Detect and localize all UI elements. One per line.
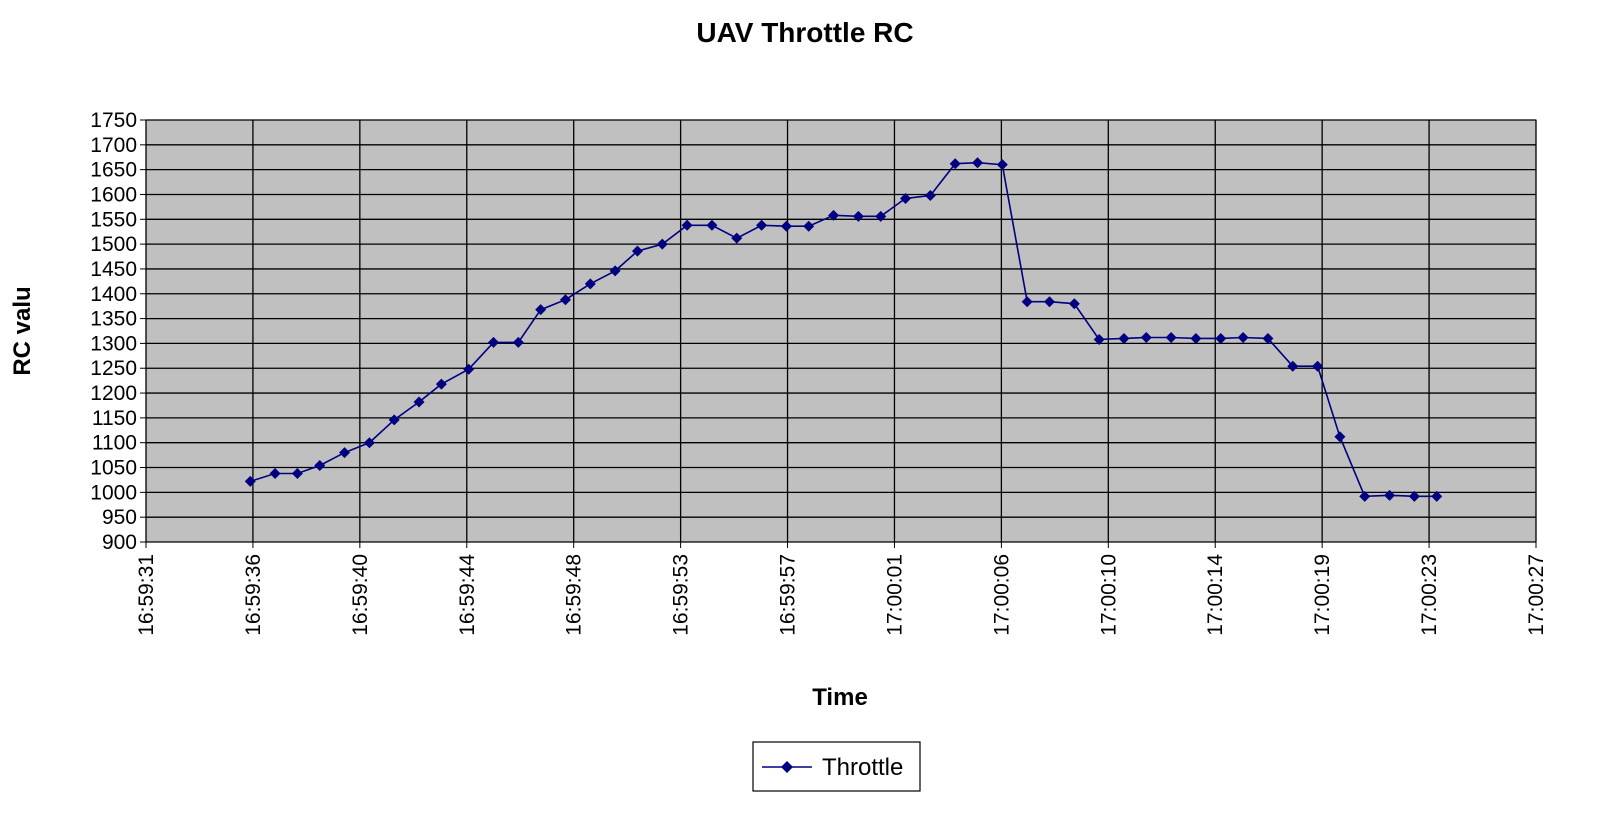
y-tick-label: 1250 xyxy=(90,357,137,380)
y-tick-label: 1700 xyxy=(90,134,137,157)
data-point-marker xyxy=(780,220,792,232)
data-point-marker xyxy=(1165,331,1177,343)
data-point-marker xyxy=(996,159,1008,171)
data-point-marker xyxy=(706,219,718,231)
data-point-marker xyxy=(949,158,961,170)
data-point-marker xyxy=(731,232,743,244)
x-tick-label: 17:00:06 xyxy=(990,554,1013,636)
data-point-marker xyxy=(1384,489,1396,501)
data-point-marker xyxy=(1021,296,1033,308)
data-point-marker xyxy=(559,294,571,306)
data-point-marker xyxy=(584,278,596,290)
y-tick-label: 950 xyxy=(102,506,137,529)
data-point-marker xyxy=(681,219,693,231)
y-tick-label: 1050 xyxy=(90,457,137,480)
data-point-marker xyxy=(656,238,668,250)
x-tick-label: 16:59:57 xyxy=(777,554,800,636)
y-tick-label: 1550 xyxy=(90,208,137,231)
x-tick-label: 17:00:19 xyxy=(1311,554,1334,636)
data-point-marker xyxy=(803,220,815,232)
data-point-marker xyxy=(1334,431,1346,443)
data-point-marker xyxy=(413,396,425,408)
legend-diamond-marker xyxy=(781,761,793,773)
data-point-marker xyxy=(1068,298,1080,310)
plot-area xyxy=(145,119,1537,543)
data-point-marker xyxy=(875,210,887,222)
y-axis-ticks: 9009501000105011001150120012501300135014… xyxy=(90,109,146,554)
legend-label: Throttle xyxy=(822,754,903,781)
y-tick-label: 1000 xyxy=(90,481,137,504)
y-tick-label: 1100 xyxy=(92,432,137,455)
x-tick-label: 17:00:27 xyxy=(1525,554,1548,636)
data-point-marker xyxy=(631,245,643,257)
y-tick-label: 1400 xyxy=(90,283,137,306)
data-point-marker xyxy=(828,209,840,221)
y-tick-label: 1750 xyxy=(90,109,137,132)
data-point-marker xyxy=(1408,490,1420,502)
data-point-marker xyxy=(1237,331,1249,343)
y-axis-title: RC valu xyxy=(9,286,36,375)
x-tick-label: 16:59:44 xyxy=(456,554,479,636)
data-point-marker xyxy=(1093,333,1105,345)
x-tick-label: 17:00:01 xyxy=(883,554,906,636)
y-tick-label: 1500 xyxy=(90,233,137,256)
data-point-marker xyxy=(339,447,351,459)
y-tick-label: 1600 xyxy=(90,183,137,206)
y-tick-label: 1200 xyxy=(90,382,137,405)
data-point-marker xyxy=(1140,331,1152,343)
data-point-marker xyxy=(488,336,499,348)
data-point-marker xyxy=(269,467,281,479)
x-tick-label: 17:00:10 xyxy=(1097,554,1120,636)
grid-lines xyxy=(145,119,1537,543)
data-point-marker xyxy=(1215,332,1227,344)
y-tick-label: 1650 xyxy=(90,159,137,182)
x-tick-label: 17:00:23 xyxy=(1418,554,1441,636)
data-point-marker xyxy=(388,414,400,426)
x-axis-ticks: 16:59:31 16:59:36 16:59:40 16:59:44 16:59:48… xyxy=(135,542,1548,636)
data-point-marker xyxy=(1287,360,1299,372)
data-point-marker xyxy=(1118,332,1130,344)
y-tick-label: 1300 xyxy=(90,332,137,355)
data-point-marker xyxy=(972,157,984,169)
data-point-marker xyxy=(756,219,768,231)
data-point-marker xyxy=(852,210,864,222)
series-throttle xyxy=(244,157,1443,502)
data-point-marker xyxy=(1431,490,1443,502)
y-tick-label: 1150 xyxy=(92,407,137,430)
x-tick-label: 16:59:36 xyxy=(242,554,265,636)
data-point-marker xyxy=(314,460,326,472)
y-tick-label: 1450 xyxy=(90,258,137,281)
y-tick-label: 900 xyxy=(102,531,137,554)
data-point-marker xyxy=(1359,490,1371,502)
data-point-marker xyxy=(1312,360,1324,372)
data-point-marker xyxy=(512,336,524,348)
data-point-marker xyxy=(609,265,621,277)
data-point-marker xyxy=(244,475,256,487)
data-point-marker xyxy=(291,467,303,479)
data-point-marker xyxy=(1044,296,1055,308)
x-axis-title: Time xyxy=(812,684,868,711)
data-point-marker xyxy=(900,192,912,204)
x-tick-label: 16:59:48 xyxy=(563,554,586,636)
data-point-marker xyxy=(363,437,375,449)
data-point-marker xyxy=(463,363,475,375)
x-tick-label: 17:00:14 xyxy=(1204,554,1227,636)
legend: Throttle xyxy=(752,741,921,792)
data-point-marker xyxy=(924,189,936,201)
y-tick-label: 1350 xyxy=(90,308,137,331)
x-tick-label: 16:59:53 xyxy=(670,554,693,636)
x-tick-label: 16:59:40 xyxy=(349,554,372,636)
data-point-marker xyxy=(535,304,547,316)
data-point-marker xyxy=(1190,332,1202,344)
data-point-marker xyxy=(435,378,447,390)
chart-title: UAV Throttle RC xyxy=(696,17,913,48)
data-point-marker xyxy=(1262,332,1274,344)
x-tick-label: 16:59:31 xyxy=(135,554,158,636)
